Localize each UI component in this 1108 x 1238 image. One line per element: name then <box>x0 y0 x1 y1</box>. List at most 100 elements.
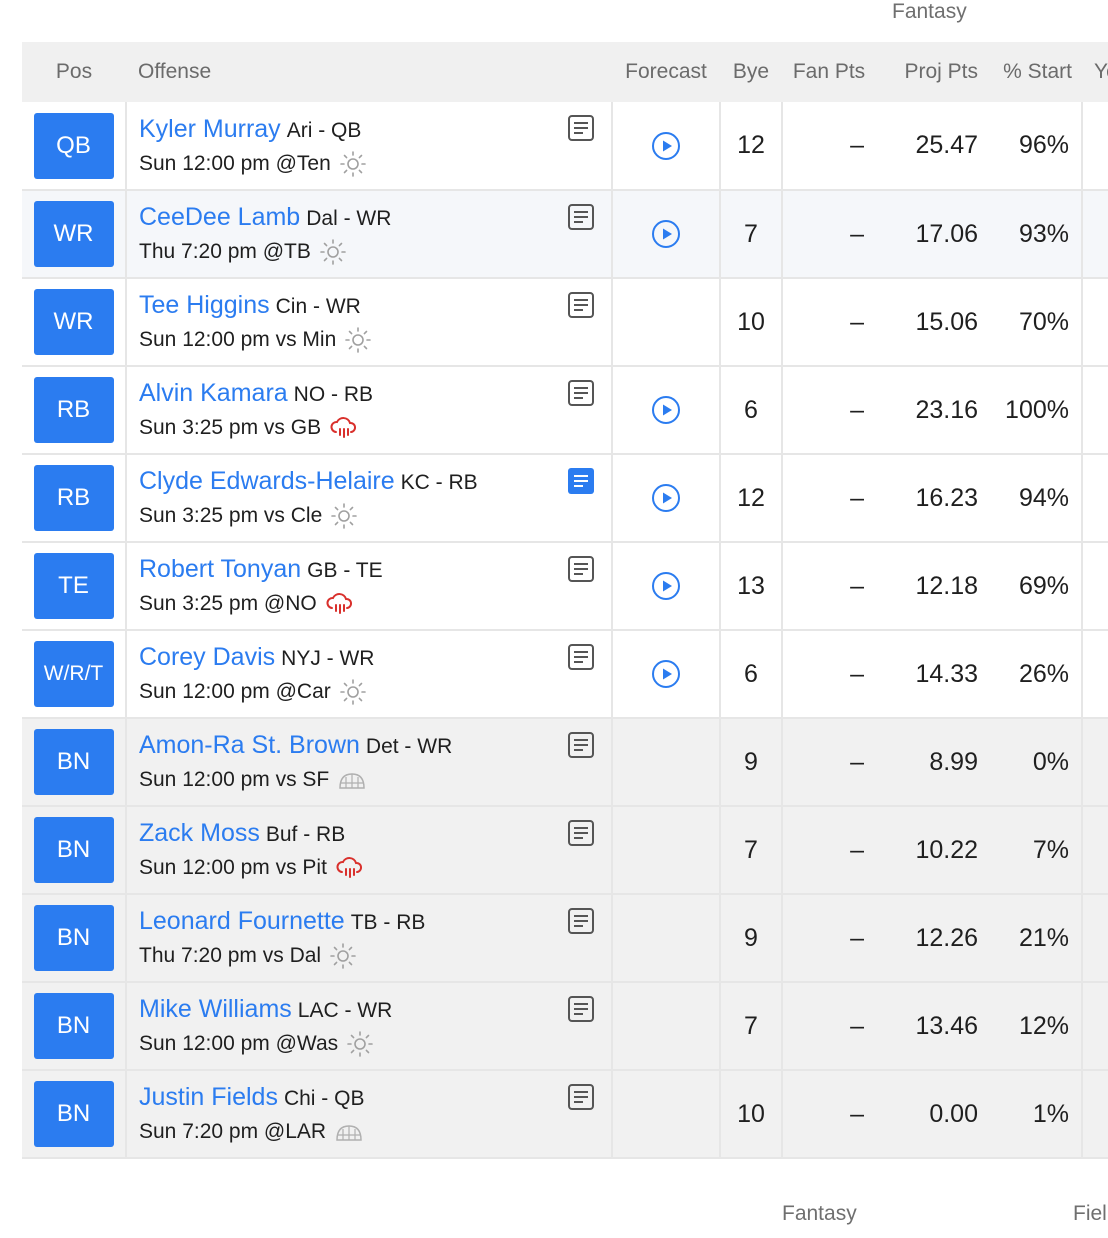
table-row: RB Alvin Kamara NO - RB Sun 3:25 pm vs GB… <box>22 366 1108 455</box>
dome-icon <box>334 1118 362 1146</box>
start-pct: 21% <box>978 894 1083 983</box>
start-pct: 100% <box>978 366 1083 455</box>
position-badge[interactable]: TE <box>33 553 114 619</box>
game-info: Sun 12:00 pm @Was <box>139 1032 339 1055</box>
rain-icon <box>325 590 353 618</box>
header-bye[interactable]: Bye <box>720 42 782 102</box>
proj-pts: 15.06 <box>876 278 978 367</box>
player-name-link[interactable]: CeeDee Lamb <box>139 203 301 231</box>
bye-week: 12 <box>720 454 783 543</box>
position-badge[interactable]: RB <box>33 377 114 443</box>
bye-week: 10 <box>720 278 783 367</box>
play-forecast-icon[interactable] <box>651 571 681 601</box>
bye-week: 13 <box>720 542 783 631</box>
header-pos[interactable]: Pos <box>22 42 126 102</box>
bye-week: 9 <box>720 894 783 983</box>
note-icon[interactable] <box>567 203 595 231</box>
header-proj-pts[interactable]: Proj Pts <box>876 42 978 102</box>
proj-pts: 0.00 <box>876 1070 978 1159</box>
start-pct: 0% <box>978 718 1083 807</box>
table-header-row: Pos Offense Forecast Bye Fan Pts Proj Pt… <box>22 42 1108 102</box>
player-name-link[interactable]: Clyde Edwards-Helaire <box>139 467 395 495</box>
position-badge[interactable]: BN <box>33 993 114 1059</box>
bye-week: 7 <box>720 806 783 895</box>
game-info: Sun 12:00 pm @Ten <box>139 151 331 175</box>
start-pct: 96% <box>978 102 1083 191</box>
fan-pts: – <box>782 190 876 279</box>
header-fan-pts[interactable]: Fan Pts <box>782 42 876 102</box>
start-pct: 12% <box>978 982 1083 1071</box>
play-forecast-icon[interactable] <box>651 395 681 425</box>
column-group-fantasy: Fantasy <box>892 0 967 23</box>
position-badge[interactable]: WR <box>33 201 114 267</box>
game-info: Sun 12:00 pm @Car <box>139 680 331 703</box>
fan-pts: – <box>782 718 876 807</box>
player-name-link[interactable]: Zack Moss <box>139 819 260 847</box>
position-badge[interactable]: W/R/T <box>33 641 114 707</box>
header-start-pct[interactable]: % Start <box>978 42 1082 102</box>
player-name-link[interactable]: Alvin Kamara <box>139 379 288 407</box>
note-icon[interactable] <box>567 819 595 847</box>
play-forecast-icon[interactable] <box>651 219 681 249</box>
play-forecast-icon[interactable] <box>651 130 681 160</box>
start-pct: 94% <box>978 454 1083 543</box>
proj-pts: 23.16 <box>876 366 978 455</box>
note-icon[interactable] <box>567 1083 595 1111</box>
proj-pts: 12.26 <box>876 894 978 983</box>
note-icon[interactable] <box>567 643 595 671</box>
bye-week: 10 <box>720 1070 783 1159</box>
table-row: RB Clyde Edwards-Helaire KC - RB Sun 3:25… <box>22 454 1108 543</box>
note-icon[interactable] <box>567 114 595 142</box>
position-badge[interactable]: BN <box>33 905 114 971</box>
game-info: Thu 7:20 pm @TB <box>139 240 311 263</box>
player-name-link[interactable]: Corey Davis <box>139 643 276 671</box>
player-name-link[interactable]: Leonard Fournette <box>139 907 345 935</box>
position-badge[interactable]: QB <box>33 112 114 179</box>
player-name-link[interactable]: Justin Fields <box>139 1083 278 1111</box>
player-team-position: Ari - QB <box>286 118 362 142</box>
position-badge[interactable]: BN <box>33 729 114 795</box>
table-row: BN Zack Moss Buf - RB Sun 12:00 pm vs Pit… <box>22 806 1108 895</box>
game-info: Sun 12:00 pm vs SF <box>139 768 330 791</box>
table-row: QB Kyler Murray Ari - QB Sun 12:00 pm @Te… <box>22 102 1108 191</box>
sun-icon <box>339 678 367 706</box>
sun-icon <box>346 1030 374 1058</box>
header-offense: Offense <box>126 42 612 102</box>
player-name-link[interactable]: Robert Tonyan <box>139 555 302 583</box>
player-name-link[interactable]: Mike Williams <box>139 995 292 1023</box>
play-forecast-icon[interactable] <box>651 483 681 513</box>
note-icon[interactable] <box>567 379 595 407</box>
game-info: Sun 7:20 pm @LAR <box>139 1120 327 1143</box>
position-badge[interactable]: RB <box>33 465 114 531</box>
position-badge[interactable]: WR <box>33 289 114 355</box>
rain-icon <box>329 414 357 442</box>
table-row: TE Robert Tonyan GB - TE Sun 3:25 pm @NO … <box>22 542 1108 631</box>
player-team-position: GB - TE <box>307 559 383 582</box>
sun-icon <box>339 150 367 178</box>
position-badge[interactable]: BN <box>33 1081 114 1147</box>
bye-week: 7 <box>720 982 783 1071</box>
fan-pts: – <box>782 982 876 1071</box>
fan-pts: – <box>782 542 876 631</box>
proj-pts: 16.23 <box>876 454 978 543</box>
note-icon[interactable] <box>567 731 595 759</box>
player-name-link[interactable]: Amon-Ra St. Brown <box>139 731 360 759</box>
player-name-link[interactable]: Tee Higgins <box>139 291 270 319</box>
player-team-position: Det - WR <box>365 735 453 758</box>
player-team-position: Buf - RB <box>265 823 346 846</box>
player-name-link[interactable]: Kyler Murray <box>139 114 281 143</box>
proj-pts: 13.46 <box>876 982 978 1071</box>
header-forecast: Forecast <box>612 42 720 102</box>
note-icon[interactable] <box>567 291 595 319</box>
table-row: BN Leonard Fournette TB - RB Thu 7:20 pm … <box>22 894 1108 983</box>
header-yo[interactable]: Yo <box>1082 42 1108 102</box>
player-team-position: NO - RB <box>293 383 374 406</box>
game-info: Sun 12:00 pm vs Min <box>139 328 337 351</box>
note-icon[interactable] <box>567 555 595 583</box>
note-icon[interactable] <box>567 907 595 935</box>
proj-pts: 14.33 <box>876 630 978 719</box>
note-filled-icon[interactable] <box>567 467 595 495</box>
note-icon[interactable] <box>567 995 595 1023</box>
position-badge[interactable]: BN <box>33 817 114 883</box>
play-forecast-icon[interactable] <box>651 659 681 689</box>
